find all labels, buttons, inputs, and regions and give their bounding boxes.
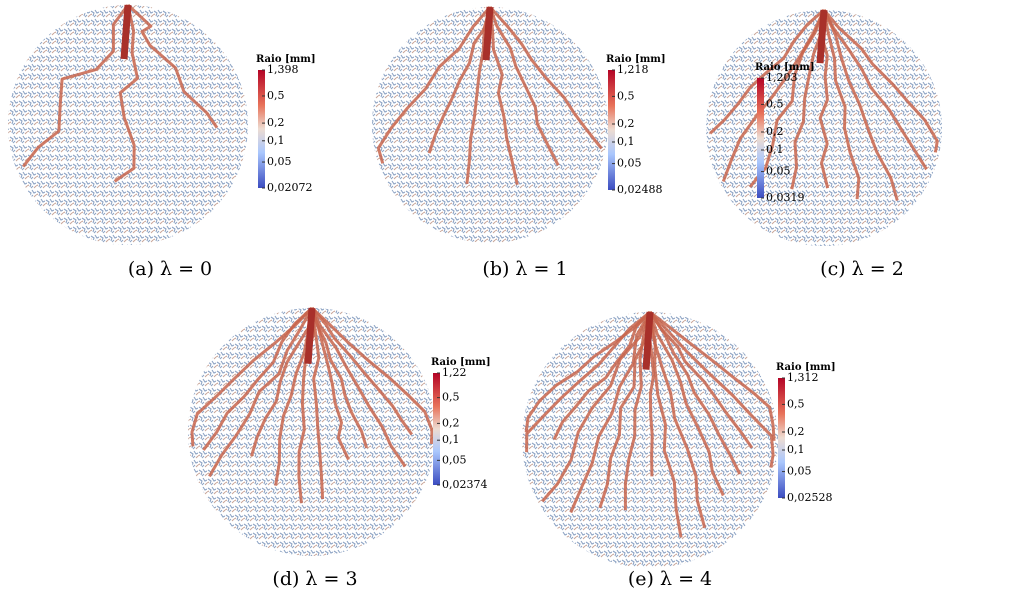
caption: (a) λ = 0 — [128, 258, 212, 280]
colorbar-label: 0,1 — [787, 443, 805, 456]
colorbar-label: 0,5 — [617, 89, 635, 102]
colorbar-label: 0,2 — [766, 125, 784, 138]
caption: (d) λ = 3 — [272, 568, 357, 590]
colorbar-label: 1,398 — [267, 63, 299, 76]
root-vessel — [820, 10, 824, 63]
colorbar-label: 0,5 — [267, 89, 285, 102]
panel: Raio [mm]1,220,50,20,10,050,02374(d) λ =… — [188, 308, 491, 590]
colorbar-label: 0,02488 — [617, 183, 663, 196]
caption: (e) λ = 4 — [628, 568, 712, 590]
colorbar-label: 1,203 — [766, 71, 798, 84]
root-vessel — [646, 312, 650, 370]
colorbar — [258, 70, 265, 188]
colorbar-label: 0,1 — [267, 134, 285, 147]
colorbar-label: 0,02374 — [442, 478, 488, 491]
colorbar-label: 0,1 — [442, 433, 460, 446]
root-vessel — [308, 308, 312, 364]
colorbar-label: 0,2 — [267, 116, 285, 129]
colorbar-label: 1,22 — [442, 366, 467, 379]
colorbar-label: 0,2 — [617, 117, 635, 130]
colorbar-label: 0,1 — [766, 143, 784, 156]
root-vessel — [124, 5, 128, 59]
colorbar — [778, 378, 785, 498]
colorbar-label: 0,05 — [787, 465, 812, 478]
colorbar — [757, 78, 764, 198]
figure: Raio [mm]1,3980,50,20,10,050,02072(a) λ … — [0, 0, 1026, 601]
colorbar-label: 0,5 — [442, 391, 460, 404]
root-vessel — [486, 7, 490, 60]
colorbar — [433, 373, 440, 485]
colorbar-label: 0,05 — [442, 453, 467, 466]
colorbar-label: 0,5 — [766, 97, 784, 110]
colorbar-label: 0,05 — [766, 165, 791, 178]
colorbar-label: 0,05 — [267, 155, 292, 168]
caption: (b) λ = 1 — [482, 258, 567, 280]
colorbar-label: 0,2 — [442, 416, 460, 429]
colorbar-label: 0,0319 — [766, 191, 805, 204]
colorbar-label: 1,312 — [787, 371, 819, 384]
colorbar-label: 0,02072 — [267, 181, 313, 194]
colorbar — [608, 70, 615, 190]
colorbar-label: 0,2 — [787, 425, 805, 438]
colorbar-label: 0,5 — [787, 397, 805, 410]
colorbar-label: 0,1 — [617, 135, 635, 148]
colorbar-label: 0,05 — [617, 157, 642, 170]
caption: (c) λ = 2 — [820, 258, 904, 280]
colorbar-label: 0,02528 — [787, 491, 833, 504]
colorbar-label: 1,218 — [617, 63, 649, 76]
